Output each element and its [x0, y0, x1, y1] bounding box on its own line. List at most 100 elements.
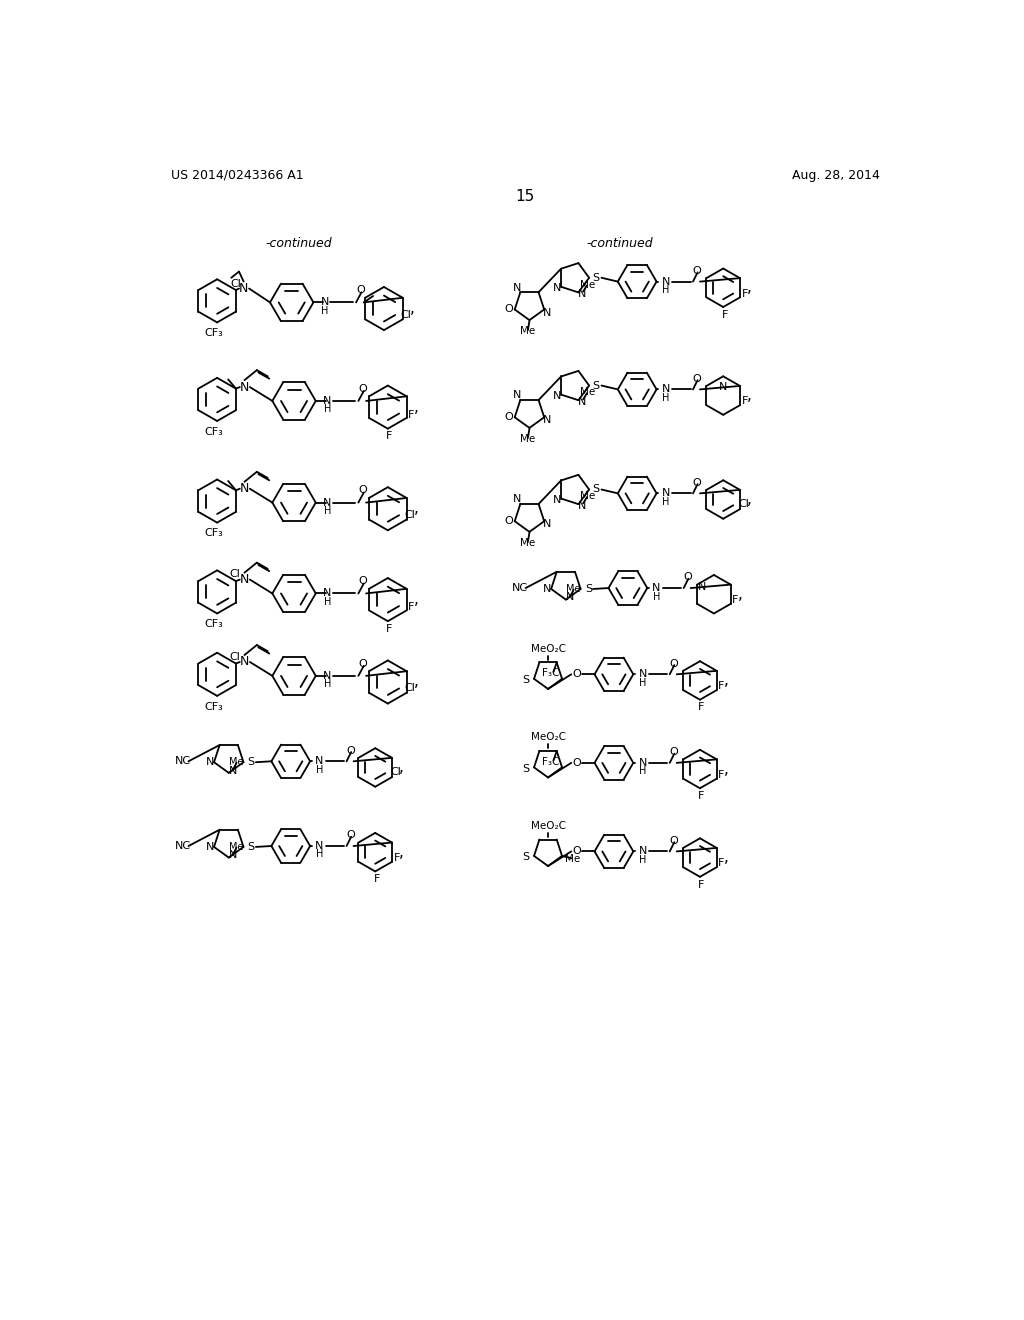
Text: MeO₂C: MeO₂C: [530, 733, 565, 742]
Text: F: F: [732, 595, 738, 605]
Text: MeO₂C: MeO₂C: [530, 644, 565, 653]
Text: ,: ,: [414, 502, 419, 516]
Text: N: N: [240, 656, 249, 668]
Text: N: N: [240, 482, 249, 495]
Text: N: N: [324, 589, 332, 598]
Text: N: N: [513, 495, 521, 504]
Text: F: F: [741, 396, 748, 407]
Text: N: N: [324, 396, 332, 407]
Text: US 2014/0243366 A1: US 2014/0243366 A1: [171, 169, 303, 182]
Text: N: N: [315, 841, 324, 851]
Text: S: S: [248, 758, 255, 767]
Text: Me: Me: [520, 326, 536, 335]
Text: ,: ,: [748, 388, 752, 403]
Text: N: N: [553, 284, 561, 293]
Text: N: N: [579, 397, 587, 407]
Text: N: N: [662, 277, 670, 286]
Text: N: N: [228, 850, 237, 861]
Text: F: F: [741, 289, 748, 298]
Text: N: N: [543, 583, 552, 594]
Text: N: N: [543, 416, 552, 425]
Text: MeO₂C: MeO₂C: [530, 821, 565, 832]
Text: O: O: [572, 758, 581, 768]
Text: N: N: [553, 495, 561, 506]
Text: 15: 15: [515, 189, 535, 205]
Text: N: N: [513, 282, 521, 293]
Text: H: H: [315, 850, 324, 859]
Text: Cl: Cl: [230, 279, 242, 289]
Text: N: N: [206, 842, 214, 851]
Text: S: S: [593, 484, 600, 495]
Text: Me: Me: [520, 434, 536, 444]
Text: Me: Me: [580, 280, 595, 289]
Text: F: F: [698, 791, 705, 801]
Text: NC: NC: [174, 756, 190, 767]
Text: Me: Me: [229, 758, 244, 767]
Text: CF₃: CF₃: [205, 528, 223, 539]
Text: F: F: [374, 874, 380, 884]
Text: N: N: [239, 282, 249, 296]
Text: Cl: Cl: [738, 499, 750, 508]
Text: F: F: [718, 681, 725, 692]
Text: F₃C: F₃C: [542, 668, 559, 678]
Text: H: H: [639, 767, 646, 776]
Text: F: F: [718, 770, 725, 780]
Text: N: N: [240, 573, 249, 586]
Text: O: O: [692, 374, 701, 384]
Text: ,: ,: [724, 762, 729, 776]
Text: -continued: -continued: [265, 236, 332, 249]
Text: ,: ,: [411, 301, 415, 315]
Text: Cl: Cl: [390, 767, 401, 776]
Text: O: O: [670, 747, 678, 758]
Text: O: O: [346, 746, 354, 755]
Text: ,: ,: [748, 492, 752, 507]
Text: H: H: [663, 496, 670, 507]
Text: NC: NC: [174, 841, 190, 851]
Text: F: F: [409, 602, 415, 612]
Text: O: O: [504, 412, 513, 422]
Text: O: O: [683, 573, 692, 582]
Text: O: O: [504, 305, 513, 314]
Text: F: F: [386, 624, 392, 634]
Text: N: N: [565, 593, 573, 602]
Text: O: O: [692, 265, 701, 276]
Text: N: N: [206, 758, 214, 767]
Text: H: H: [322, 306, 329, 315]
Text: O: O: [356, 285, 366, 296]
Text: N: N: [662, 488, 670, 499]
Text: Me: Me: [229, 842, 244, 851]
Text: N: N: [324, 498, 332, 508]
Text: H: H: [324, 404, 331, 414]
Text: S: S: [522, 853, 529, 862]
Text: S: S: [248, 842, 255, 851]
Text: CF₃: CF₃: [205, 619, 223, 630]
Text: Me: Me: [565, 854, 581, 865]
Text: N: N: [513, 391, 521, 400]
Text: ,: ,: [398, 845, 403, 859]
Text: H: H: [324, 506, 331, 516]
Text: CF₃: CF₃: [205, 426, 223, 437]
Text: O: O: [358, 659, 368, 668]
Text: S: S: [522, 676, 529, 685]
Text: N: N: [553, 391, 561, 401]
Text: ,: ,: [414, 400, 419, 414]
Text: N: N: [324, 671, 332, 681]
Text: Aug. 28, 2014: Aug. 28, 2014: [792, 169, 880, 182]
Text: N: N: [697, 582, 706, 591]
Text: F: F: [698, 879, 705, 890]
Text: N: N: [638, 669, 647, 680]
Text: CF₃: CF₃: [205, 329, 223, 338]
Text: N: N: [638, 846, 647, 857]
Text: N: N: [662, 384, 670, 395]
Text: S: S: [522, 764, 529, 774]
Text: ,: ,: [398, 760, 403, 775]
Text: N: N: [543, 308, 552, 318]
Text: H: H: [315, 764, 324, 775]
Text: Cl: Cl: [229, 652, 240, 661]
Text: N: N: [240, 380, 249, 393]
Text: N: N: [543, 519, 552, 529]
Text: Me: Me: [520, 537, 536, 548]
Text: O: O: [572, 669, 581, 680]
Text: F: F: [386, 432, 392, 441]
Text: H: H: [324, 597, 331, 607]
